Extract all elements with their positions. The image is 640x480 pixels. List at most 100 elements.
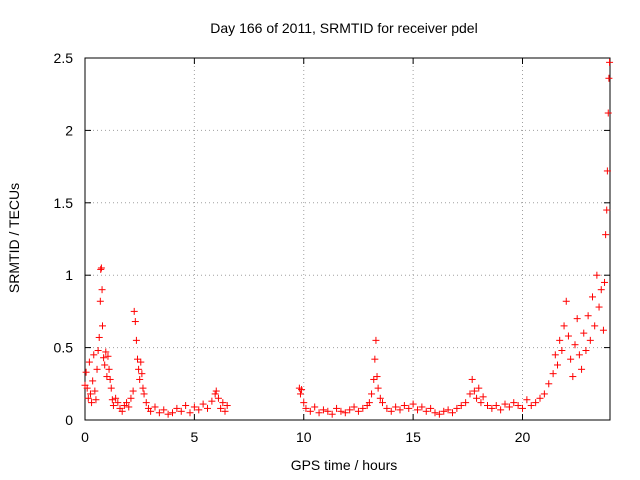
- data-point: [475, 384, 483, 392]
- data-point: [374, 384, 382, 392]
- data-point: [591, 322, 599, 330]
- data-point: [523, 396, 531, 404]
- data-point: [532, 399, 540, 407]
- data-point: [444, 406, 452, 414]
- data-point: [435, 410, 443, 418]
- data-point: [562, 297, 570, 305]
- data-point: [479, 393, 487, 401]
- data-point: [298, 386, 306, 394]
- data-point: [135, 365, 143, 373]
- data-point: [195, 406, 203, 414]
- data-point: [89, 377, 97, 385]
- data-point: [97, 264, 105, 272]
- data-point: [593, 271, 601, 279]
- data-point: [505, 403, 513, 411]
- data-point: [346, 406, 354, 414]
- x-axis-label: GPS time / hours: [291, 457, 398, 473]
- data-point: [112, 394, 120, 402]
- data-point: [127, 394, 135, 402]
- data-point: [501, 400, 509, 408]
- data-point: [190, 403, 198, 411]
- data-point: [138, 370, 146, 378]
- y-axis-label: SRMTID / TECUs: [6, 183, 22, 293]
- data-point: [106, 375, 114, 383]
- data-point: [219, 399, 227, 407]
- data-point: [199, 400, 207, 408]
- data-point: [333, 404, 341, 412]
- chart-title: Day 166 of 2011, SRMTID for receiver pde…: [210, 20, 477, 36]
- data-point: [140, 390, 148, 398]
- data-point: [186, 409, 194, 417]
- data-point: [84, 394, 92, 402]
- data-point: [368, 390, 376, 398]
- data-point: [107, 384, 115, 392]
- data-point: [602, 231, 610, 239]
- data-point: [82, 368, 90, 376]
- data-point: [536, 394, 544, 402]
- data-point: [221, 407, 229, 415]
- data-point: [558, 346, 566, 354]
- data-point: [605, 74, 613, 82]
- data-point: [103, 373, 111, 381]
- data-point: [405, 404, 413, 412]
- data-point: [571, 341, 579, 349]
- data-point: [569, 373, 577, 381]
- data-point: [545, 380, 553, 388]
- data-point: [409, 400, 417, 408]
- data-point: [418, 403, 426, 411]
- data-point: [497, 406, 505, 414]
- data-point: [211, 390, 219, 398]
- data-point: [582, 346, 590, 354]
- data-point: [551, 351, 559, 359]
- x-tick-label: 10: [296, 429, 312, 445]
- data-point: [601, 278, 609, 286]
- data-point: [136, 375, 144, 383]
- y-tick-label: 2.5: [54, 50, 74, 66]
- data-point: [440, 407, 448, 415]
- data-point: [217, 404, 225, 412]
- data-point: [580, 329, 588, 337]
- x-tick-label: 0: [81, 429, 89, 445]
- data-point: [359, 404, 367, 412]
- data-point: [90, 351, 98, 359]
- data-point: [372, 336, 380, 344]
- data-point: [337, 407, 345, 415]
- data-point: [97, 265, 105, 273]
- data-point: [427, 404, 435, 412]
- data-point: [95, 333, 103, 341]
- data-point: [589, 293, 596, 301]
- data-point: [302, 404, 310, 412]
- data-point: [92, 396, 100, 404]
- data-point: [132, 336, 140, 344]
- data-point: [96, 297, 104, 305]
- data-point: [134, 355, 141, 363]
- data-point: [603, 206, 611, 214]
- y-tick-label: 1.5: [54, 195, 74, 211]
- data-point: [208, 397, 216, 405]
- data-point: [379, 399, 386, 407]
- data-point: [85, 358, 93, 366]
- data-point: [125, 403, 133, 411]
- x-tick-label: 5: [190, 429, 198, 445]
- axis-ticks: 0 5 10 15 20 0 0.5 1 1.5 2 2.5: [54, 50, 610, 445]
- data-point: [91, 387, 99, 395]
- data-point: [100, 354, 108, 362]
- data-point: [102, 348, 110, 356]
- data-point: [468, 375, 476, 383]
- y-tick-label: 2: [65, 122, 73, 138]
- data-point: [567, 355, 575, 363]
- data-point: [108, 396, 116, 404]
- data-point: [204, 404, 211, 412]
- data-point: [473, 394, 481, 402]
- data-point: [86, 390, 94, 398]
- data-point: [98, 286, 106, 294]
- data-point: [139, 384, 147, 392]
- data-point: [564, 332, 572, 340]
- data-point: [324, 407, 332, 415]
- data-point: [453, 404, 461, 412]
- data-marks: [81, 58, 614, 418]
- data-point: [466, 390, 474, 398]
- data-point: [400, 402, 408, 410]
- data-point: [151, 403, 159, 411]
